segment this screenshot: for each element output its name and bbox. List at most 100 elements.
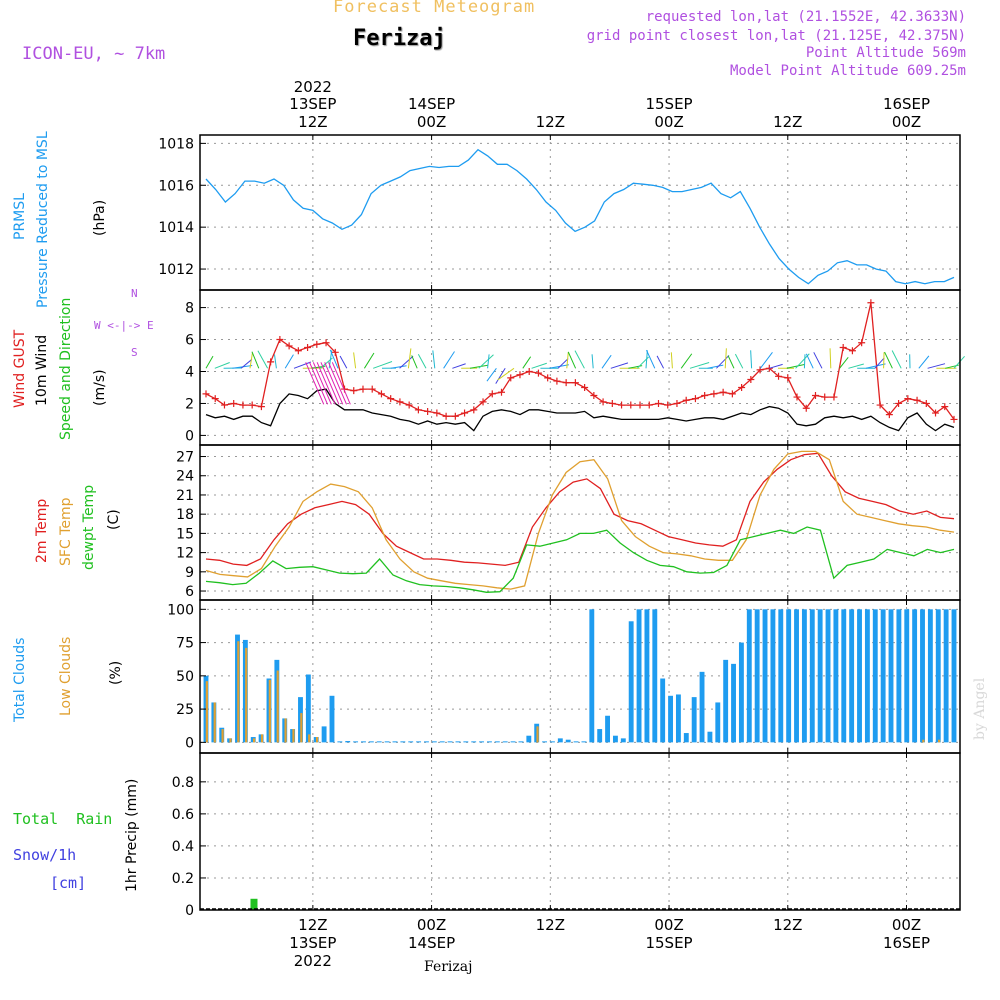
wind-gust-marker bbox=[922, 399, 930, 407]
wind-direction-arrow bbox=[750, 350, 753, 369]
bottom-time-label: 2022 bbox=[294, 952, 332, 970]
temp-sfc-line bbox=[205, 450, 955, 590]
wind-gust-marker bbox=[350, 387, 358, 395]
wind-speed-dir-label: Speed and Direction bbox=[58, 298, 74, 440]
total-cloud-bar bbox=[447, 741, 453, 743]
wind-gust-marker bbox=[719, 388, 727, 396]
wind-direction-arrow bbox=[452, 363, 466, 369]
total-cloud-bar bbox=[754, 609, 760, 743]
total-cloud-bar bbox=[487, 741, 492, 743]
total-clouds-label: Total Clouds bbox=[12, 638, 28, 723]
snow-unit-label: [cm] bbox=[50, 874, 86, 892]
wind-gust-marker bbox=[775, 372, 783, 380]
wind-direction-arrow bbox=[273, 354, 277, 369]
station-title: Ferizaj bbox=[353, 26, 446, 51]
total-cloud-bar bbox=[778, 609, 784, 743]
total-cloud-bar bbox=[416, 741, 422, 743]
total-cloud-bar bbox=[439, 741, 445, 743]
wind-direction-arrow bbox=[716, 355, 730, 369]
total-cloud-bar bbox=[337, 741, 343, 743]
temp-tick-label: 15 bbox=[176, 526, 194, 542]
wind-gust-marker bbox=[830, 393, 838, 401]
rain-bar bbox=[250, 898, 258, 910]
wind-gust-marker bbox=[414, 406, 422, 414]
total-cloud-bar bbox=[896, 609, 902, 743]
wind-gust-marker bbox=[211, 395, 219, 403]
wind-gust-marker bbox=[811, 391, 819, 399]
total-cloud-bar bbox=[463, 741, 469, 743]
cloud-labels: Total Clouds Low Clouds (%) bbox=[12, 637, 124, 723]
pressure-unit-label: (hPa) bbox=[92, 200, 108, 236]
total-cloud-bar bbox=[912, 609, 918, 743]
wind-gust-marker bbox=[331, 348, 339, 356]
pressure-tick-label: 1018 bbox=[158, 136, 194, 152]
wind-direction-arrow bbox=[522, 356, 532, 369]
low-cloud-bar bbox=[922, 739, 925, 743]
low-cloud-bar bbox=[315, 737, 319, 743]
wind-gust-marker bbox=[913, 396, 921, 404]
wind-gust-marker bbox=[368, 385, 376, 393]
wind-direction-arrow bbox=[497, 367, 515, 381]
wind-direction-arrow bbox=[656, 355, 665, 369]
wind-direction-arrow bbox=[373, 361, 393, 369]
total-cloud-bar bbox=[864, 609, 870, 743]
wind-direction-arrow bbox=[411, 355, 418, 369]
gust-direction-arrow bbox=[312, 362, 332, 405]
wind-gust-marker bbox=[377, 390, 385, 398]
total-cloud-bar bbox=[628, 621, 634, 743]
low-cloud-bar bbox=[221, 729, 224, 743]
total-cloud-bar bbox=[904, 609, 910, 743]
wind-direction-arrow bbox=[557, 358, 569, 369]
wind-direction-arrow bbox=[680, 353, 693, 369]
clouds-tick-label: 25 bbox=[176, 702, 194, 718]
wind-direction-arrow bbox=[707, 364, 724, 369]
total-cloud-bar bbox=[305, 674, 311, 743]
requested-coords: requested lon,lat (21.1552E, 42.3633N) bbox=[645, 9, 966, 25]
low-cloud-bar bbox=[245, 647, 248, 743]
bottom-time-label: 00Z bbox=[417, 916, 446, 934]
total-cloud-bar bbox=[345, 741, 351, 743]
precip-labels: Total Rain Snow/1h [cm] 1hr Precip (mm) bbox=[13, 779, 140, 892]
total-cloud-bar bbox=[762, 609, 768, 743]
wind-direction-arrow bbox=[610, 362, 629, 369]
wind-gust-marker bbox=[257, 403, 265, 411]
wind-direction-arrow bbox=[645, 350, 648, 369]
wind-gust-marker bbox=[682, 396, 690, 404]
total-cloud-bar bbox=[550, 741, 555, 743]
low-cloud-bar bbox=[276, 670, 279, 743]
total-cloud-bar bbox=[872, 609, 878, 743]
total-cloud-bar bbox=[620, 738, 626, 743]
wind-gust-marker bbox=[701, 391, 709, 399]
total-cloud-bar bbox=[502, 741, 508, 743]
wind-gust-marker bbox=[525, 367, 533, 375]
wind-direction-arrow bbox=[829, 348, 832, 369]
gust-direction-arrow bbox=[328, 362, 347, 405]
wind-tick-label: 8 bbox=[185, 301, 194, 317]
gust-direction-arrow bbox=[305, 362, 325, 405]
wind-direction-arrow bbox=[257, 350, 269, 369]
wind-gust-marker bbox=[405, 401, 413, 409]
wind-gust-marker bbox=[562, 379, 570, 387]
meteogram-subtitle: Forecast Meteogram bbox=[333, 0, 536, 17]
pressure-line bbox=[205, 148, 955, 285]
total-cloud-bar bbox=[597, 729, 603, 743]
wind-direction-arrow bbox=[601, 354, 612, 369]
wind-direction-arrow bbox=[353, 352, 357, 369]
top-time-label: 14SEP bbox=[408, 95, 455, 113]
wind-gust-marker bbox=[461, 409, 469, 417]
temp-unit-label: (C) bbox=[106, 509, 122, 530]
wind-direction-arrow bbox=[848, 363, 864, 369]
total-cloud-bar bbox=[581, 741, 587, 743]
top-time-label: 12Z bbox=[536, 113, 565, 131]
bottom-time-label: 15SEP bbox=[645, 934, 692, 952]
wind-direction-arrow bbox=[284, 354, 294, 369]
wind-gust-marker bbox=[239, 401, 247, 409]
wind-direction-arrow bbox=[251, 351, 260, 369]
wind-direction-arrow bbox=[734, 353, 744, 369]
wind-10m-label: 10m Wind bbox=[34, 335, 50, 406]
wind-gust-marker bbox=[885, 411, 893, 419]
wind-gust-marker bbox=[950, 415, 958, 423]
total-cloud-bar bbox=[573, 741, 579, 743]
wind-gust-marker bbox=[747, 375, 755, 383]
wind-direction-arrow bbox=[927, 363, 946, 369]
